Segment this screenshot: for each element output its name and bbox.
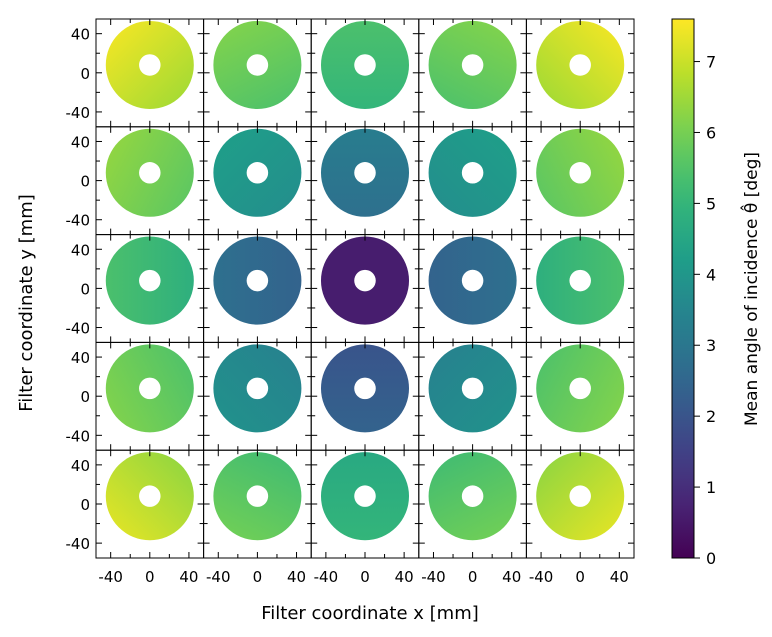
x-tick-label: -40: [314, 568, 339, 586]
colorbar: 0 1 2 3 4 5 6 7: [671, 18, 716, 568]
y-tick-label: -40: [66, 104, 91, 122]
y-tick-label: 40: [71, 133, 90, 151]
annulus-r4-c2: [213, 344, 302, 433]
colorbar-tick-label: 7: [706, 53, 716, 72]
annulus-r3-c2: [213, 236, 302, 325]
y-tick-label: -40: [66, 320, 91, 338]
y-tick-label: -40: [66, 535, 91, 553]
annulus-r1-c2: [213, 20, 302, 109]
y-tick-label: 0: [80, 173, 90, 191]
annulus-r5-c4: [428, 452, 517, 541]
annulus-r4-c4: [428, 344, 517, 433]
colorbar-tick-label: 3: [706, 336, 716, 355]
annulus-r5-c5: [536, 452, 625, 541]
y-tick-label: -40: [66, 427, 91, 445]
y-tick-label: 40: [71, 241, 90, 259]
colorbar-tick-label: 2: [706, 407, 716, 426]
x-tick-label: 40: [395, 568, 414, 586]
y-tick-label: 0: [80, 65, 90, 83]
axes: 40 0 -40 40 0 -40 40 0 -40 40 0 -40 40 0 -40 -40 0 40 -40 0…: [66, 18, 635, 586]
x-tick-label: -40: [529, 568, 554, 586]
annulus-r4-c1: [105, 344, 194, 433]
colorbar-tick-label: 4: [706, 265, 716, 284]
x-tick-label: 0: [468, 568, 478, 586]
x-tick-label: -40: [98, 568, 123, 586]
y-tick-label: -40: [66, 212, 91, 230]
colorbar-tick-label: 5: [706, 194, 716, 213]
annulus-r3-c5: [536, 236, 625, 325]
y-tick-label: 0: [80, 496, 90, 514]
y-tick-label: 40: [71, 457, 90, 475]
x-tick-label: 40: [179, 568, 198, 586]
colorbar-label: Mean angle of incidence θ̂ [deg]: [739, 152, 762, 426]
annulus-r3-c4: [428, 236, 517, 325]
x-tick-label: 0: [360, 568, 370, 586]
x-tick-label: -40: [421, 568, 446, 586]
annulus-r4-c3: [320, 344, 410, 433]
x-axis-label: Filter coordinate x [mm]: [261, 603, 479, 624]
y-tick-label: 40: [71, 26, 90, 44]
colorbar-tick-label: 6: [706, 123, 716, 142]
annulus-r3-c1: [105, 236, 194, 325]
annulus-r1-c3: [320, 20, 410, 109]
x-tick-label: 0: [253, 568, 263, 586]
annulus-r2-c2: [213, 128, 302, 217]
x-tick-label: 40: [610, 568, 629, 586]
colorbar-tick-label: 1: [706, 478, 716, 497]
annulus-r2-c5: [536, 128, 625, 217]
y-axis-label: Filter coordinate y [mm]: [16, 194, 37, 412]
annulus-r5-c3: [320, 452, 410, 541]
annulus-r4-c5: [536, 344, 625, 433]
annulus-r2-c3: [320, 128, 410, 217]
colorbar-tick-label: 0: [706, 549, 716, 568]
colorbar-bar: [671, 18, 695, 559]
x-tick-label: 0: [575, 568, 585, 586]
annulus-r1-c4: [428, 20, 517, 110]
annulus-r5-c2: [213, 452, 302, 541]
annulus-r2-c1: [105, 128, 194, 217]
x-tick-label: 40: [502, 568, 521, 586]
y-tick-label: 0: [80, 388, 90, 406]
x-tick-label: -40: [206, 568, 231, 586]
y-tick-label: 40: [71, 349, 90, 367]
y-tick-label: 0: [80, 280, 90, 298]
annulus-r3-c3: [320, 236, 410, 325]
annulus-r1-c5: [536, 20, 625, 109]
panel-grid: [105, 20, 625, 541]
x-tick-label: 0: [145, 568, 155, 586]
annulus-r1-c1: [105, 20, 194, 109]
annulus-r2-c4: [428, 128, 517, 217]
annulus-r5-c1: [105, 452, 194, 541]
x-tick-label: 40: [287, 568, 306, 586]
